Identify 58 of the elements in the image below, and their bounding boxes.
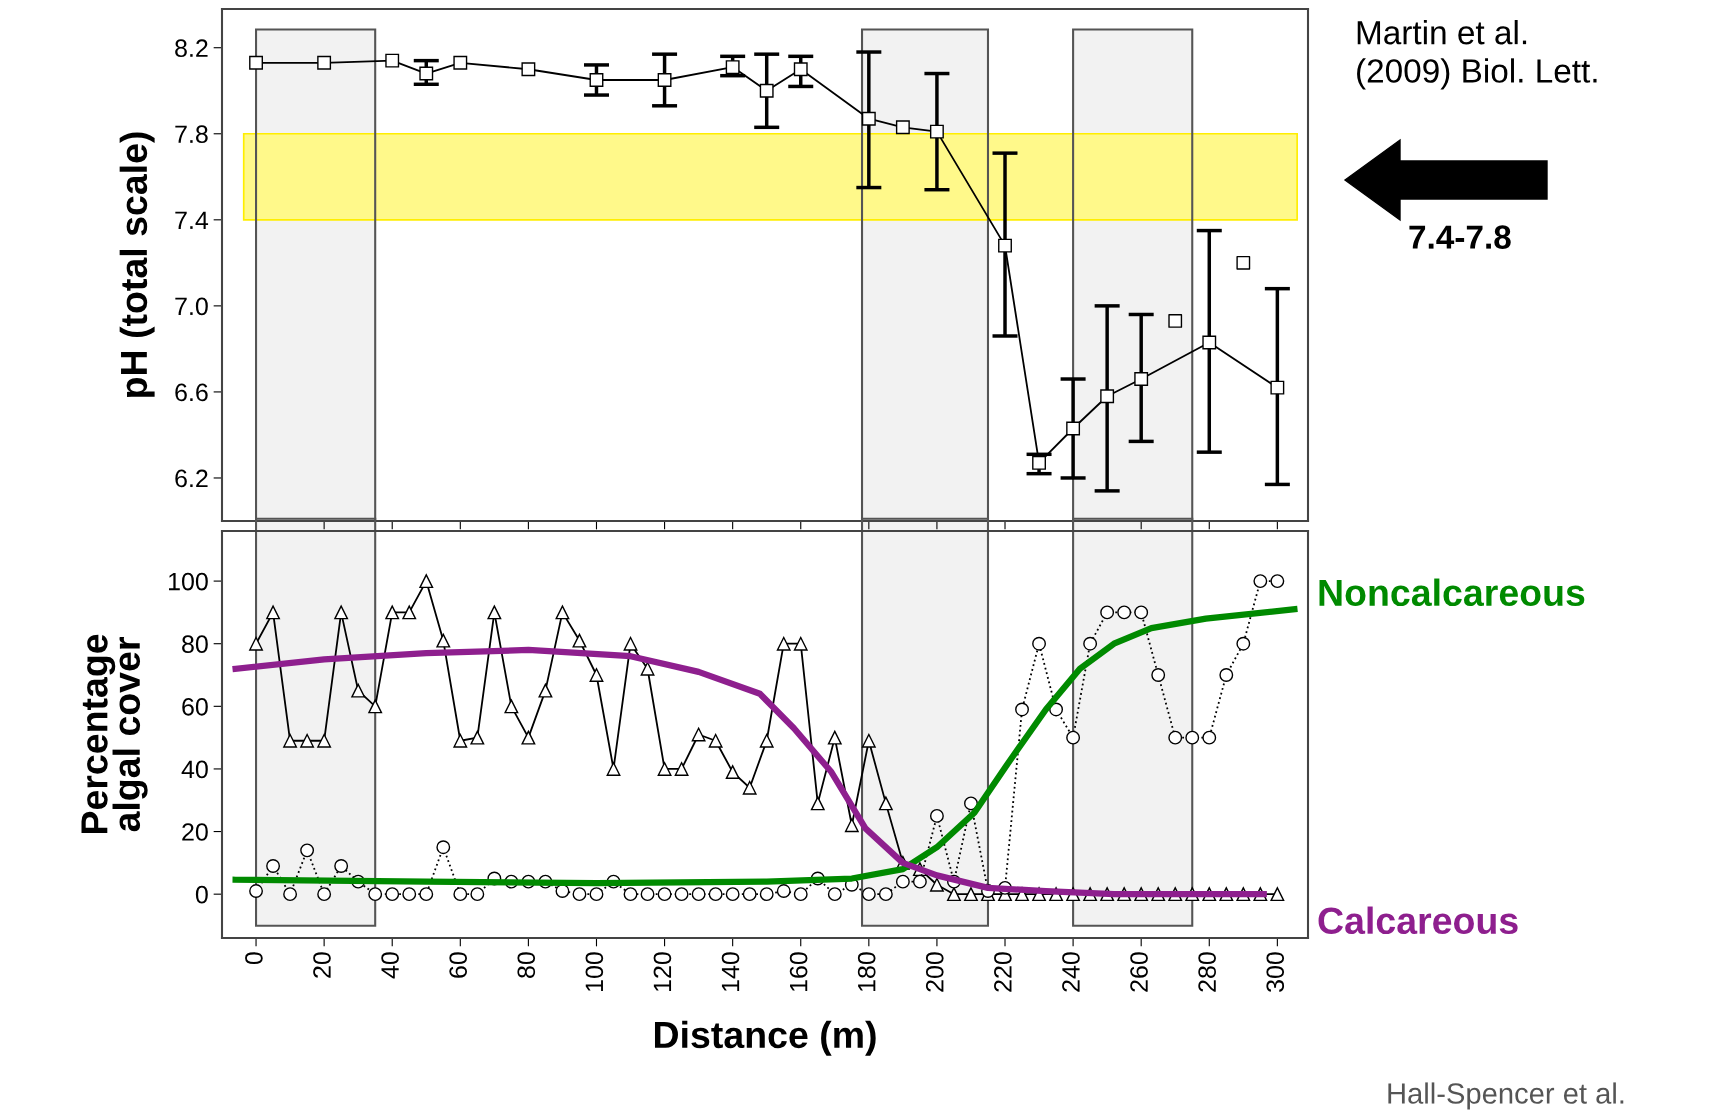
series-label: Noncalcareous: [1319, 578, 1585, 607]
y-axis-title: Percentage algal cover: [81, 634, 148, 834]
y-tick-label: 6.2: [175, 469, 208, 488]
point: [998, 238, 1012, 253]
point: [249, 55, 263, 70]
y-tick-label: 0: [195, 885, 208, 904]
y-tick-label: 40: [181, 760, 208, 779]
point: [385, 53, 400, 68]
point: [1168, 314, 1183, 328]
x-tick-label: 240: [1062, 952, 1080, 992]
y-tick-label: 60: [182, 697, 208, 716]
x-tick-label: 140: [721, 952, 740, 991]
x-tick-label: 260: [1130, 952, 1148, 992]
point: [1032, 455, 1046, 470]
point: [1134, 372, 1149, 386]
point: [929, 124, 944, 139]
y-tick-label: 6.6: [175, 383, 208, 402]
y-tick-label: 100: [169, 572, 208, 591]
point: [1202, 335, 1217, 350]
point: [1100, 389, 1115, 404]
point: [589, 73, 604, 87]
point: [419, 66, 434, 81]
x-tick-label: 20: [313, 952, 331, 978]
y-tick-label: 80: [182, 635, 208, 654]
point: [759, 83, 774, 98]
point: [317, 55, 332, 70]
x-tick-label: 160: [789, 952, 808, 991]
text: Martin et al. (2009) Biol. Lett.: [1357, 20, 1597, 90]
y-tick-label: 7.4: [175, 211, 209, 229]
x-tick-label: 60: [449, 952, 468, 978]
y-tick-label: 7.0: [175, 297, 208, 316]
x-tick-label: 200: [925, 952, 944, 992]
point: [657, 73, 672, 87]
x-tick-label: 220: [994, 952, 1012, 992]
x-tick-label: 120: [653, 952, 672, 991]
x-tick-label: 40: [381, 952, 399, 979]
x-tick-label: 180: [857, 952, 876, 991]
y-axis-title: pH (total scale): [119, 132, 155, 397]
x-axis-title: Distance (m): [654, 1020, 876, 1056]
series-label: Calcareous: [1318, 906, 1518, 935]
x-tick-label: 80: [517, 952, 536, 978]
point: [1270, 380, 1285, 395]
point: [861, 111, 876, 126]
point: [793, 62, 808, 77]
x-tick-label: 100: [585, 952, 604, 991]
x-tick-label: 300: [1266, 952, 1285, 992]
y-tick-label: 20: [182, 823, 208, 841]
point: [521, 62, 536, 77]
y-tick-label: 8.2: [175, 39, 208, 58]
point: [1066, 421, 1081, 436]
text: Hall-Spencer et al.: [1388, 1082, 1624, 1110]
point: [453, 55, 468, 70]
point: [895, 120, 910, 135]
y-tick-label: 7.8: [175, 125, 208, 144]
x-tick-label: 280: [1198, 952, 1216, 992]
point: [725, 60, 740, 75]
x-tick-label: 0: [245, 952, 263, 965]
text: 7.4-7.8: [1409, 225, 1511, 249]
